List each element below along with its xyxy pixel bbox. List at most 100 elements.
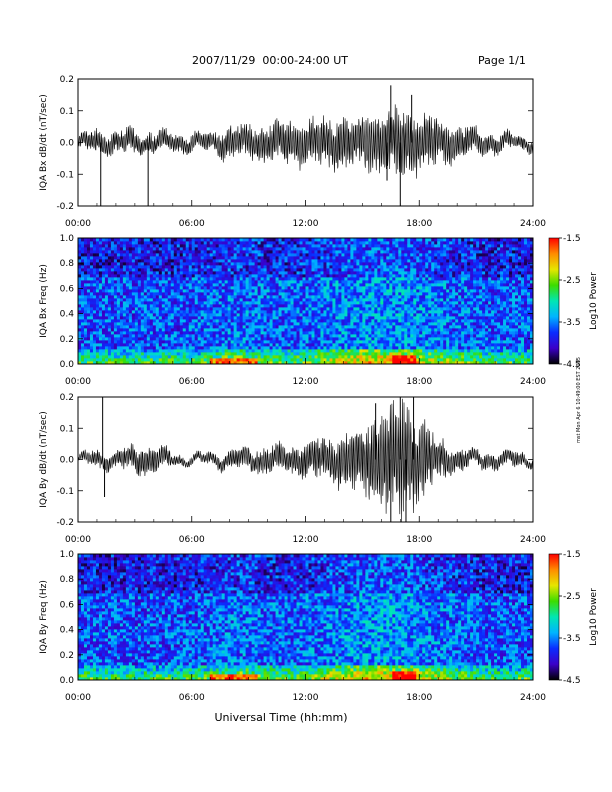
heatmap-cell <box>179 292 184 296</box>
heatmap-cell <box>104 307 109 311</box>
heatmap-cell <box>305 247 309 251</box>
heatmap-cell <box>161 295 166 299</box>
heatmap-cell <box>107 328 112 332</box>
heatmap-cell <box>371 310 375 314</box>
heatmap-cell <box>290 325 294 329</box>
heatmap-cell <box>197 247 202 251</box>
heatmap-cell <box>350 244 354 248</box>
heatmap-cell <box>161 352 166 356</box>
heatmap-cell <box>215 301 220 305</box>
heatmap-cell <box>305 334 309 338</box>
heatmap-cell <box>191 253 196 257</box>
heatmap-cell <box>194 271 199 275</box>
heatmap-cell <box>395 337 399 341</box>
heatmap-cell <box>98 286 103 290</box>
heatmap-cell <box>164 358 169 362</box>
heatmap-cell <box>230 334 235 338</box>
heatmap-cell <box>335 334 339 338</box>
heatmap-cell <box>86 337 91 341</box>
heatmap-cell <box>95 295 100 299</box>
heatmap-cell <box>365 352 369 356</box>
heatmap-cell <box>317 256 321 260</box>
heatmap-cell <box>203 256 208 260</box>
heatmap-cell <box>128 259 133 263</box>
heatmap-cell <box>191 301 196 305</box>
heatmap-cell <box>356 241 360 245</box>
heatmap-cell <box>80 271 85 275</box>
heatmap-cell <box>251 244 256 248</box>
heatmap-cell <box>332 346 336 350</box>
heatmap-cell <box>401 286 405 290</box>
heatmap-cell <box>368 322 372 326</box>
heatmap-cell <box>368 268 372 272</box>
heatmap-cell <box>362 286 366 290</box>
heatmap-cell <box>383 277 387 281</box>
heatmap-cell <box>200 331 205 335</box>
heatmap-cell <box>158 346 163 350</box>
heatmap-cell <box>83 250 88 254</box>
heatmap-cell <box>227 337 232 341</box>
heatmap-cell <box>398 271 402 275</box>
heatmap-cell <box>116 355 121 359</box>
heatmap-cell <box>320 343 324 347</box>
heatmap-cell <box>155 280 160 284</box>
heatmap-cell <box>212 361 217 365</box>
heatmap-cell <box>197 244 202 248</box>
heatmap-cell <box>128 253 133 257</box>
heatmap-cell <box>266 319 270 323</box>
heatmap-cell <box>104 352 109 356</box>
heatmap-cell <box>416 268 420 272</box>
heatmap-cell <box>221 274 226 278</box>
heatmap-cell <box>209 319 214 323</box>
heatmap-cell <box>206 310 211 314</box>
heatmap-cell <box>95 256 100 260</box>
heatmap-cell <box>260 322 264 326</box>
heatmap-cell <box>191 343 196 347</box>
heatmap-cell <box>248 292 253 296</box>
heatmap-cell <box>119 295 124 299</box>
heatmap-cell <box>152 241 157 245</box>
heatmap-cell <box>287 340 291 344</box>
heatmap-cell <box>290 289 294 293</box>
heatmap-cell <box>110 304 115 308</box>
heatmap-cell <box>152 361 157 365</box>
heatmap-cell <box>401 334 405 338</box>
heatmap-cell <box>197 319 202 323</box>
heatmap-cell <box>131 355 136 359</box>
heatmap-cell <box>248 250 253 254</box>
heatmap-cell <box>290 250 294 254</box>
heatmap-cell <box>194 313 199 317</box>
heatmap-cell <box>158 283 163 287</box>
heatmap-cell <box>401 244 405 248</box>
heatmap-cell <box>101 328 106 332</box>
heatmap-cell <box>113 244 118 248</box>
heatmap-cell <box>191 271 196 275</box>
heatmap-cell <box>86 349 91 353</box>
heatmap-cell <box>242 361 247 365</box>
heatmap-cell <box>107 262 112 266</box>
heatmap-cell <box>155 322 160 326</box>
heatmap-cell <box>152 322 157 326</box>
heatmap-cell <box>425 349 429 353</box>
heatmap-cell <box>137 355 142 359</box>
heatmap-cell <box>119 280 124 284</box>
heatmap-cell <box>323 295 327 299</box>
heatmap-cell <box>419 241 423 245</box>
heatmap-cell <box>287 346 291 350</box>
heatmap-cell <box>98 316 103 320</box>
heatmap-cell <box>314 298 318 302</box>
heatmap-cell <box>221 262 226 266</box>
heatmap-cell <box>326 271 330 275</box>
heatmap-cell <box>227 346 232 350</box>
heatmap-cell <box>335 340 339 344</box>
heatmap-cell <box>401 256 405 260</box>
heatmap-cell <box>260 331 264 335</box>
heatmap-cell <box>275 304 279 308</box>
heatmap-cell <box>269 244 273 248</box>
heatmap-cell <box>134 244 139 248</box>
heatmap-cell <box>152 271 157 275</box>
heatmap-cell <box>95 238 100 242</box>
heatmap-cell <box>104 313 109 317</box>
heatmap-cell <box>260 310 264 314</box>
heatmap-cell <box>368 358 372 362</box>
